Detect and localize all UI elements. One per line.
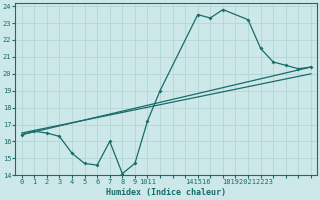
X-axis label: Humidex (Indice chaleur): Humidex (Indice chaleur) bbox=[106, 188, 226, 197]
